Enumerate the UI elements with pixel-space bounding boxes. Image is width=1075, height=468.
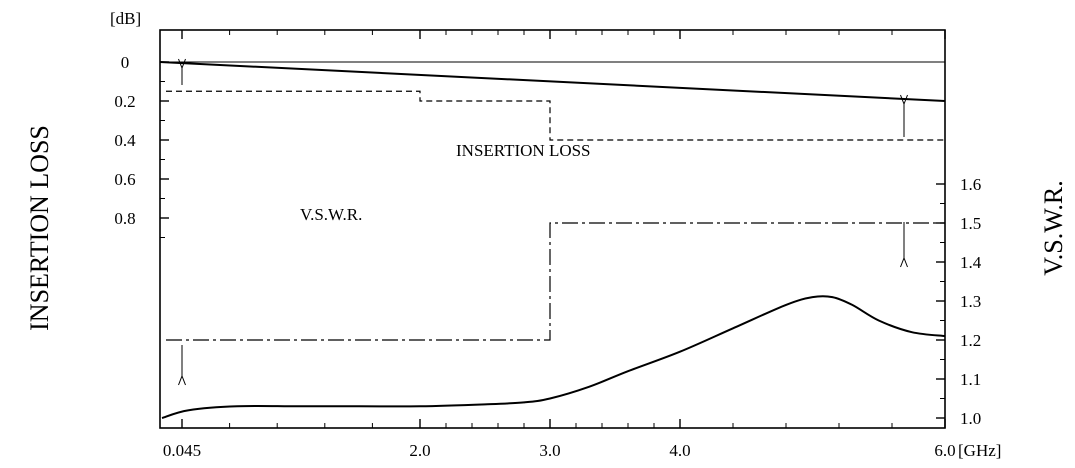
arrow-up-left-head — [178, 58, 186, 70]
annotation-label: V.S.W.R. — [300, 205, 362, 224]
axis-ticks — [160, 30, 946, 428]
x-unit-label: [GHz] — [958, 441, 1001, 460]
left-axis-title: INSERTION LOSS — [25, 125, 54, 331]
annotation-label: INSERTION LOSS — [456, 141, 591, 160]
left-tick-label: 0.6 — [114, 170, 135, 189]
plot-frame — [159, 29, 946, 429]
right-axis-title: V.S.W.R. — [1039, 180, 1068, 275]
x-tick-label: 2.0 — [409, 441, 430, 460]
right-tick-label: 1.6 — [960, 175, 981, 194]
vswr-limit-line — [166, 222, 945, 341]
series-group — [159, 58, 946, 419]
arrow-down-left-head — [178, 374, 186, 386]
right-tick-label: 1.4 — [960, 253, 982, 272]
x-tick-label: 4.0 — [669, 441, 690, 460]
arrow-down-right-head — [900, 256, 908, 268]
insertion-loss-typical-line — [159, 61, 946, 102]
left-tick-label: 0 — [121, 53, 130, 72]
right-tick-label: 1.5 — [960, 214, 981, 233]
left-tick-label: 0.2 — [114, 92, 135, 111]
insertion-loss-limit-line — [166, 90, 945, 141]
left-tick-label: 0.8 — [114, 209, 135, 228]
right-tick-label: 1.0 — [960, 409, 981, 428]
x-tick-label: 6.0 — [934, 441, 955, 460]
left-tick-label: 0.4 — [114, 131, 136, 150]
right-tick-label: 1.3 — [960, 292, 981, 311]
x-tick-label: 3.0 — [539, 441, 560, 460]
arrow-up-right-head — [900, 94, 908, 106]
right-tick-label: 1.1 — [960, 370, 981, 389]
tick-labels: 0.045 2.0 3.0 4.0 6.0 [GHz] 0 0.2 0.4 0.6 0.8 [dB] I… — [25, 9, 1068, 460]
vswr-typical-curve — [161, 295, 946, 419]
x-tick-label: 0.045 — [163, 441, 201, 460]
left-unit-label: [dB] — [110, 9, 141, 28]
right-tick-label: 1.2 — [960, 331, 981, 350]
